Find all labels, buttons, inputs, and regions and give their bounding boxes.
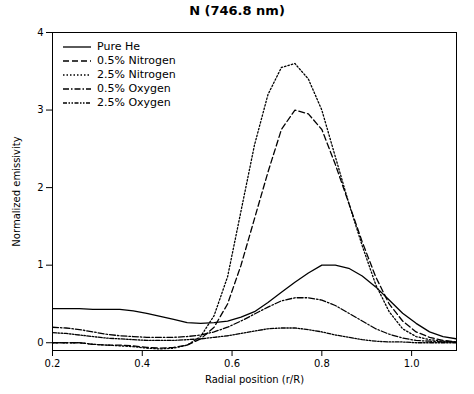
svg-text:0: 0 [37,337,43,348]
html-text:N (746.8 nm): N (746.8 nm) [189,3,285,18]
svg-text:0.4: 0.4 [134,358,150,369]
svg-text:3: 3 [37,104,43,115]
html-text:2.5% Nitrogen: 2.5% Nitrogen [97,68,176,81]
svg-text:0.2: 0.2 [45,358,61,369]
svg-text:4: 4 [37,27,43,38]
svg-text:Radial position (r/R): Radial position (r/R) [205,374,304,385]
html-text:0.5% Nitrogen: 0.5% Nitrogen [97,54,176,67]
svg-text:0.6: 0.6 [224,358,240,369]
html-text:2.5% Oxygen: 2.5% Oxygen [97,96,171,109]
svg-text:1: 1 [37,259,43,270]
svg-text:1.0: 1.0 [404,358,420,369]
svg-text:2: 2 [37,182,43,193]
svg-text:0.8: 0.8 [314,358,330,369]
html-text:0.5% Oxygen: 0.5% Oxygen [97,82,171,95]
svg-text:Normalized emissivity: Normalized emissivity [11,136,22,246]
html-text:Pure He: Pure He [97,40,140,53]
